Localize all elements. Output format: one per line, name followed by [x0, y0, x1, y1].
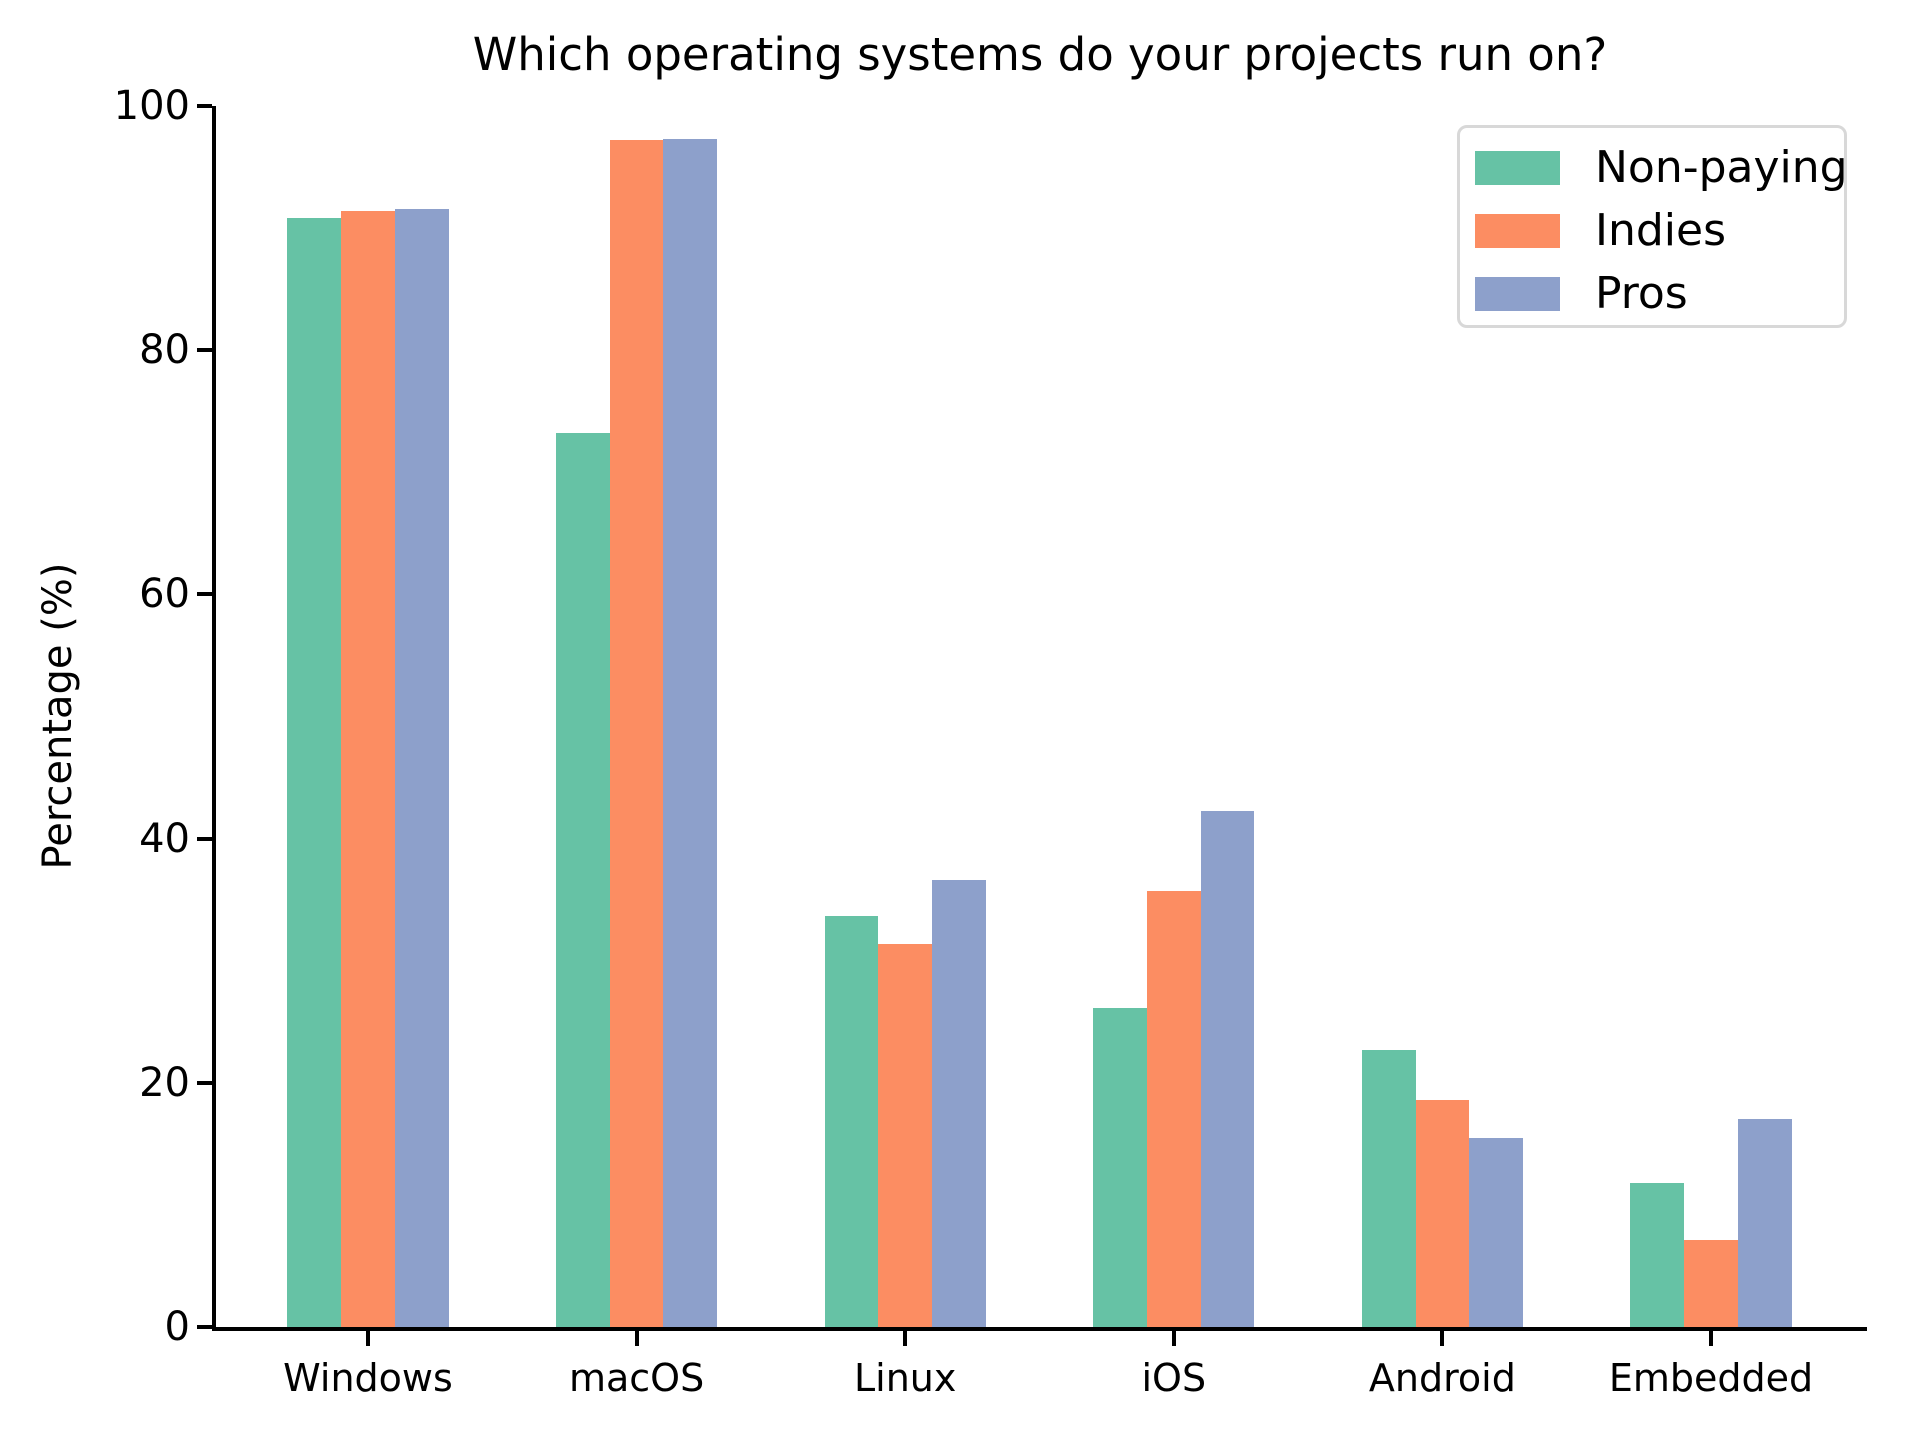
y-tick-60	[197, 592, 212, 597]
y-tick-0	[197, 1325, 212, 1329]
x-tick-label-embedded: Embedded	[1608, 1356, 1814, 1400]
y-tick-40	[197, 836, 212, 841]
y-tick-100	[197, 104, 212, 108]
bar-macos-non-paying	[556, 433, 610, 1327]
bar-windows-pros	[394, 208, 449, 1327]
y-tick-label-80: 80	[139, 327, 190, 374]
x-tick-linux	[903, 1331, 908, 1346]
x-tick-label-ios: iOS	[1141, 1356, 1207, 1400]
bar-ios-pros	[1200, 810, 1255, 1327]
y-tick-label-0: 0	[164, 1304, 190, 1350]
x-tick-embedded	[1709, 1331, 1713, 1346]
x-tick-windows	[366, 1331, 370, 1346]
x-tick-label-linux: Linux	[853, 1356, 957, 1400]
bar-android-pros	[1469, 1137, 1523, 1327]
y-tick-20	[197, 1080, 212, 1085]
bar-embedded-indies	[1684, 1240, 1738, 1327]
bar-linux-pros	[932, 880, 986, 1327]
bar-ios-non-paying	[1093, 1008, 1147, 1327]
y-tick-label-100: 100	[113, 83, 190, 129]
y-tick-label-20: 20	[139, 1059, 190, 1106]
y-tick-80	[197, 348, 212, 353]
x-tick-label-macos: macOS	[568, 1356, 705, 1400]
legend-label-indies: Indies	[1595, 205, 1727, 256]
bar-windows-non-paying	[287, 218, 342, 1327]
bar-android-indies	[1415, 1099, 1470, 1327]
x-tick-ios	[1171, 1331, 1176, 1346]
bar-embedded-non-paying	[1630, 1182, 1685, 1327]
legend-label-pros: Pros	[1595, 268, 1688, 319]
x-tick-label-android: Android	[1368, 1356, 1516, 1400]
bar-macos-pros	[663, 138, 718, 1327]
legend-label-non-paying: Non-paying	[1595, 142, 1848, 193]
bar-linux-non-paying	[824, 915, 879, 1327]
x-axis-spine	[212, 1327, 1867, 1331]
legend-swatch-pros-icon	[1475, 276, 1560, 311]
bar-android-non-paying	[1361, 1049, 1416, 1327]
legend-item-indies: Indies	[1475, 199, 1844, 262]
x-tick-android	[1440, 1331, 1445, 1346]
y-tick-label-60: 60	[139, 571, 190, 618]
x-tick-label-windows: Windows	[283, 1356, 453, 1400]
legend-swatch-non-paying-icon	[1475, 150, 1560, 185]
legend-swatch-indies-icon	[1475, 213, 1560, 248]
bar-linux-indies	[878, 943, 933, 1327]
bar-windows-indies	[341, 211, 395, 1327]
legend: Non-paying Indies Pros	[1457, 125, 1848, 328]
bar-macos-indies	[609, 140, 664, 1327]
x-tick-macos	[634, 1331, 639, 1346]
bar-embedded-pros	[1737, 1119, 1792, 1327]
legend-item-pros: Pros	[1475, 262, 1844, 325]
chart-title: Which operating systems do your projects…	[472, 28, 1608, 81]
y-tick-label-40: 40	[139, 815, 190, 862]
y-axis-label: Percentage (%)	[35, 562, 81, 870]
bar-ios-indies	[1146, 891, 1201, 1327]
legend-item-non-paying: Non-paying	[1475, 136, 1848, 199]
y-axis-spine	[212, 106, 216, 1331]
